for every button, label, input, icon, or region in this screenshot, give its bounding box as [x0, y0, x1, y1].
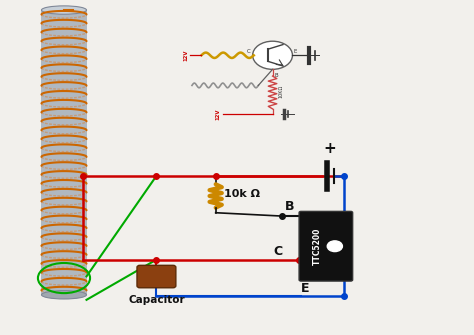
- Text: 12V: 12V: [183, 50, 189, 61]
- Circle shape: [327, 241, 342, 252]
- Ellipse shape: [42, 291, 86, 299]
- Text: C: C: [246, 49, 250, 54]
- Text: 10KΩ: 10KΩ: [278, 85, 283, 98]
- Text: C: C: [273, 245, 282, 258]
- Text: Capacitor: Capacitor: [128, 295, 185, 305]
- Text: +: +: [323, 141, 336, 156]
- FancyBboxPatch shape: [137, 265, 176, 288]
- Text: E: E: [301, 282, 310, 295]
- Text: E: E: [293, 49, 297, 54]
- Text: B: B: [284, 200, 294, 213]
- Text: B: B: [275, 73, 279, 78]
- Text: 12V: 12V: [215, 108, 220, 120]
- Ellipse shape: [42, 6, 86, 14]
- Text: TTC5200: TTC5200: [312, 227, 321, 265]
- FancyBboxPatch shape: [299, 211, 353, 281]
- Circle shape: [253, 41, 292, 69]
- Text: 10k Ω: 10k Ω: [224, 189, 260, 199]
- Polygon shape: [42, 10, 86, 295]
